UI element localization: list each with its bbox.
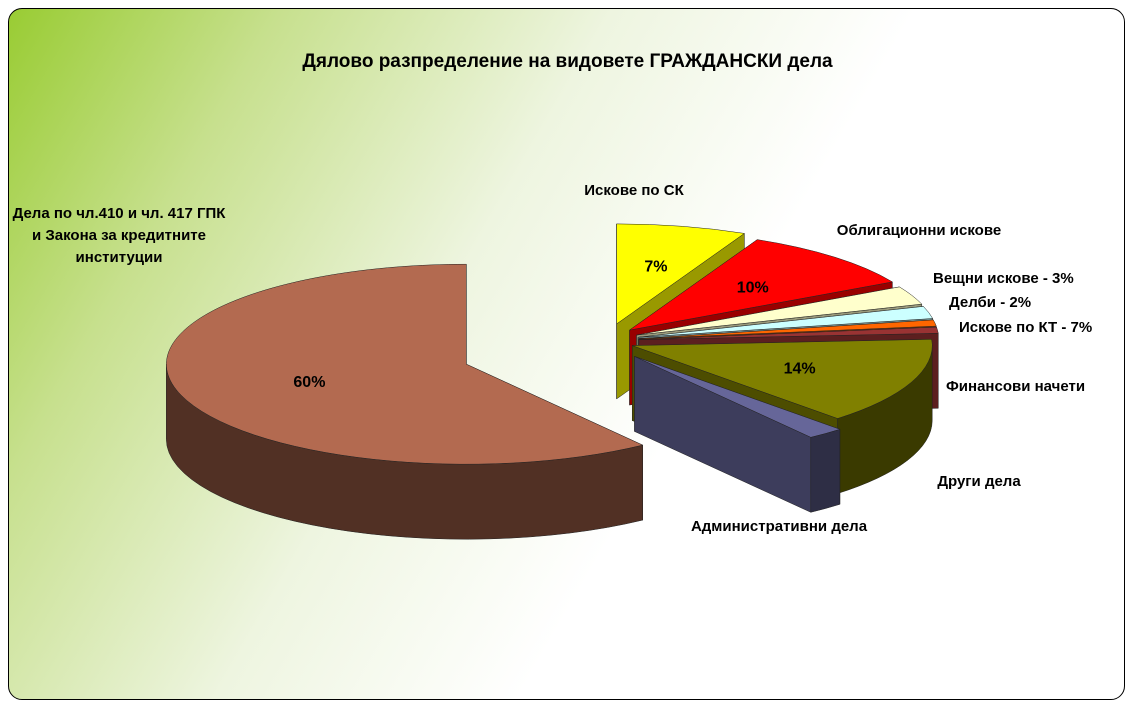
slice <box>629 239 894 331</box>
slice-wall <box>810 428 841 513</box>
chart-title: Дялово разпределение на видовете ГРАЖДАН… <box>302 51 833 72</box>
category-label: Други дела <box>937 473 1021 490</box>
slice <box>636 286 923 336</box>
slice <box>638 306 934 338</box>
category-label: Финансови начети <box>946 378 1086 395</box>
slice <box>616 223 746 325</box>
chart-frame: Дялово разпределение на видовете ГРАЖДАН… <box>8 8 1125 700</box>
slice <box>166 263 644 465</box>
category-label: Облигационни искове <box>836 222 1002 239</box>
category-label: Вещни искове - 3% <box>933 270 1074 287</box>
category-label: Искове по КТ - 7% <box>959 319 1093 336</box>
category-label: Административни дела <box>690 518 868 535</box>
category-label: Дела по чл.410 и чл. 417 ГПК и Закона за… <box>12 205 226 266</box>
category-label: Делби - 2% <box>949 294 1032 311</box>
value-label: 7% <box>644 258 667 275</box>
slice <box>638 319 937 339</box>
slice <box>632 339 933 419</box>
chart: 7% 10% 14% 60% <box>166 223 939 540</box>
value-label: 60% <box>293 374 325 391</box>
slice <box>638 326 939 340</box>
category-label: Искове по СК <box>584 182 684 199</box>
value-label: 10% <box>737 279 769 296</box>
value-label: 14% <box>784 361 816 378</box>
slice <box>634 356 841 438</box>
